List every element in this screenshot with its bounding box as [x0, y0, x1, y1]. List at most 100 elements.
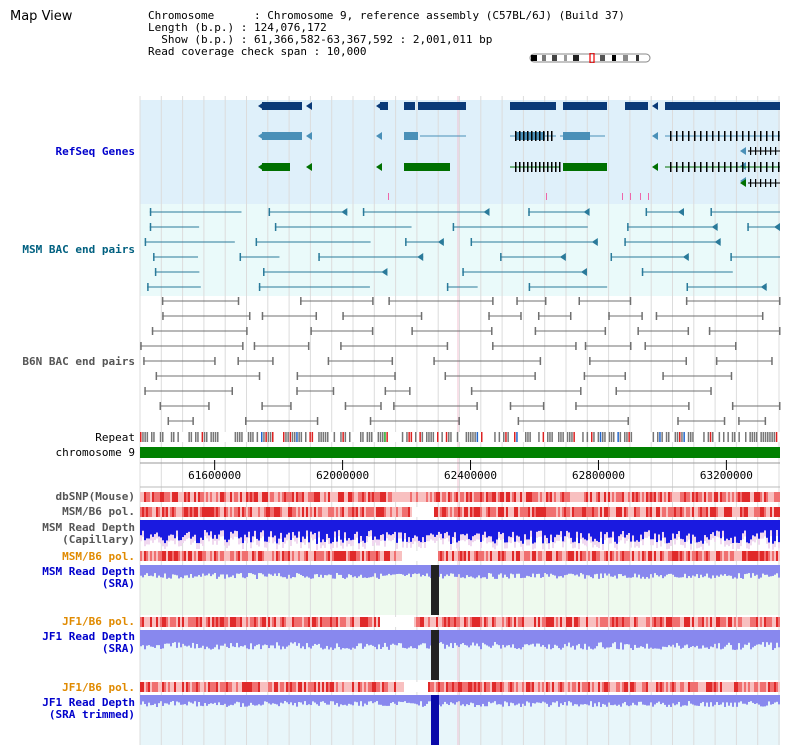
b6n-bac-end [723, 417, 726, 425]
msm-pol-1-heat-cell [412, 507, 414, 517]
refseq-exon-tick [688, 131, 690, 141]
msm-pol-1-heat-cell [158, 507, 160, 517]
msm-pol-2-heat-cell [774, 551, 776, 561]
jf1-trimmed-depth-bar [288, 695, 290, 705]
jf1-pol-2-heat-cell [230, 682, 232, 692]
repeat-element [203, 432, 206, 442]
refseq-row1-gene-exon [563, 102, 607, 110]
jf1-pol-2-heat-cell [162, 682, 164, 692]
jf1-sra-depth-bar [254, 630, 256, 647]
msm-sra-depth-bar [732, 565, 734, 579]
msm-sra-depth-bar [666, 565, 668, 575]
refseq-gene-track[interactable] [258, 102, 780, 200]
jf1-sra-depth-bar [198, 630, 200, 649]
msm-pol-1-heat-cell [638, 507, 640, 517]
msm-pol-1-heat-cell [302, 507, 304, 517]
jf1-pol-2-heat-cell [158, 682, 160, 692]
msm-pol-2-heat-cell [514, 551, 516, 561]
jf1-pol-2-heat-cell [268, 682, 270, 692]
dbsnp-heat-cell [530, 492, 532, 502]
repeat-element [718, 432, 721, 442]
chromosome-ideogram[interactable] [528, 53, 654, 63]
msm-bac-end [263, 268, 265, 276]
dbsnp-heat-cell [404, 492, 406, 502]
jf1-pol-2-heat-cell [484, 682, 486, 692]
msm-pol-2-heat-cell [712, 551, 714, 561]
jf1-pol-2-heat-cell [192, 682, 194, 692]
jf1-pol-1-heat-cell [762, 617, 764, 627]
jf1-pol-2-heat-cell [350, 682, 352, 692]
dbsnp-heat-cell [776, 492, 778, 502]
jf1-trimmed-depth-bar [446, 695, 448, 704]
jf1-pol-2-heat-cell [654, 682, 656, 692]
msm-pol-2-heat-cell [384, 551, 386, 561]
jf1-pol-1-heat-cell [226, 617, 228, 627]
jf1-sra-depth-bar [490, 630, 492, 648]
msm-bac-arrow [774, 223, 780, 231]
msm-capillary-depth-bar [336, 520, 338, 542]
refseq-exon-tick [706, 162, 708, 172]
jf1-pol-1-heat-cell [542, 617, 544, 627]
msm-sra-depth-bar [304, 565, 306, 578]
repeat-element [769, 432, 771, 442]
msm-bac-arrow [583, 208, 590, 216]
jf1-pol-1-heat-cell [306, 617, 308, 627]
msm-capillary-depth-bar [418, 520, 420, 541]
msm-capillary-depth-bar [176, 520, 178, 531]
dbsnp-heat-cell [250, 492, 252, 502]
jf1-pol-1-heat-cell [536, 617, 538, 627]
repeat-element [340, 432, 342, 442]
jf1-pol-2-heat-cell [212, 682, 214, 692]
repeat-element [738, 432, 740, 442]
msm-pol-2-heat-cell [208, 551, 210, 561]
ruler-tick-label: 63200000 [700, 469, 753, 482]
jf1-trimmed-depth-bar [668, 695, 670, 705]
jf1-trimmed-depth-bar [212, 695, 214, 704]
jf1-sra-depth-bar [158, 630, 160, 646]
jf1-trimmed-depth-bar [694, 695, 696, 706]
msm-pol-1-heat-cell [168, 507, 170, 517]
b6n-bac-track[interactable] [140, 297, 781, 425]
repeat-element [683, 432, 685, 442]
jf1-pol-1-heat-cell [728, 617, 730, 627]
msm-pol-1-heat-cell [488, 507, 490, 517]
jf1-pol-2-heat-cell [722, 682, 724, 692]
msm-pol-2-heat-cell [452, 551, 454, 561]
msm-pol-2-heat-cell [620, 551, 622, 561]
msm-sra-depth-bar [336, 565, 338, 574]
jf1-pol-2-heat-cell [300, 682, 302, 692]
jf1-pol-1-heat-cell [676, 617, 678, 627]
msm-pol-1-heat-cell [274, 507, 276, 517]
jf1-pol-2-heat-cell [444, 682, 446, 692]
repeat-track-bg [140, 432, 780, 442]
jf1-pol-1-heat-cell [240, 617, 242, 627]
msm-sra-depth-bar [366, 565, 368, 579]
jf1-pol-1-heat-cell [598, 617, 600, 627]
jf1-pol-2-heat-cell [740, 682, 742, 692]
msm-pol-2-heat-cell [268, 551, 270, 561]
jf1-pol-1-heat-cell [416, 617, 418, 627]
msm-pol-2-heat-cell [652, 551, 654, 561]
jf1-sra-depth-bar [548, 630, 550, 645]
msm-bac-track[interactable] [144, 208, 780, 291]
dbsnp-heat-cell [742, 492, 744, 502]
refseq-exon-tick [778, 131, 780, 141]
jf1-pol-2-heat-cell [288, 682, 290, 692]
msm-pol-1-heat-cell [254, 507, 256, 517]
msm-capillary-depth-bar [236, 520, 238, 532]
msm-pol-1-heat-cell [672, 507, 674, 517]
msm-sra-depth-bar [700, 565, 702, 575]
dbsnp-heat-cell [444, 492, 446, 502]
jf1-pol-1-heat-cell [620, 617, 622, 627]
jf1-pol-2-heat-cell [588, 682, 590, 692]
jf1-pol-1-heat-cell [186, 617, 188, 627]
dbsnp-heat-cell [268, 492, 270, 502]
jf1-trimmed-depth-bar [736, 695, 738, 707]
dbsnp-heat-cell [580, 492, 582, 502]
msm-sra-depth-bar [376, 565, 378, 578]
jf1-trimmed-depth-bar [692, 695, 694, 705]
msm-sra-depth-bar [184, 565, 186, 576]
msm-pol-1-heat-cell [356, 507, 358, 517]
msm-capillary-depth-bar [306, 520, 308, 531]
